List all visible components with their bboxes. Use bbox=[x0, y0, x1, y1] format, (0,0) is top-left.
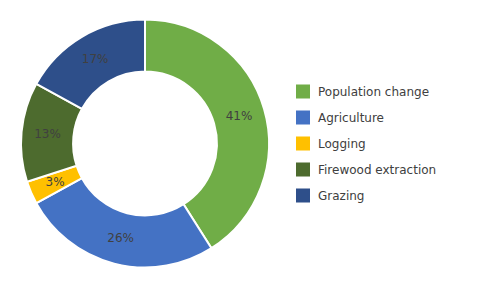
legend: Population change Agriculture Logging Firew… bbox=[296, 85, 436, 203]
data-label: 26% bbox=[107, 231, 134, 245]
data-label: 3% bbox=[46, 175, 65, 189]
legend-label: Population change bbox=[318, 85, 429, 99]
legend-label: Logging bbox=[318, 137, 366, 151]
data-label: 17% bbox=[82, 52, 109, 66]
slices bbox=[21, 20, 269, 268]
slice bbox=[36, 20, 145, 109]
data-label: 41% bbox=[226, 109, 253, 123]
legend-swatch bbox=[296, 137, 310, 151]
legend-swatch bbox=[296, 85, 310, 99]
legend-swatch bbox=[296, 111, 310, 125]
legend-swatch bbox=[296, 189, 310, 203]
legend-label: Agriculture bbox=[318, 111, 384, 125]
chart-container: 41% 26% 3% 13% 17% Population change Agricultu… bbox=[0, 0, 500, 287]
legend-label: Firewood extraction bbox=[318, 163, 436, 177]
slice bbox=[36, 178, 211, 267]
legend-label: Grazing bbox=[318, 189, 364, 203]
legend-swatch bbox=[296, 163, 310, 177]
chart: 41% 26% 3% 13% 17% Population change Agricultu… bbox=[0, 0, 500, 287]
data-label: 13% bbox=[34, 127, 61, 141]
data-labels: 41% 26% 3% 13% 17% bbox=[34, 52, 252, 245]
